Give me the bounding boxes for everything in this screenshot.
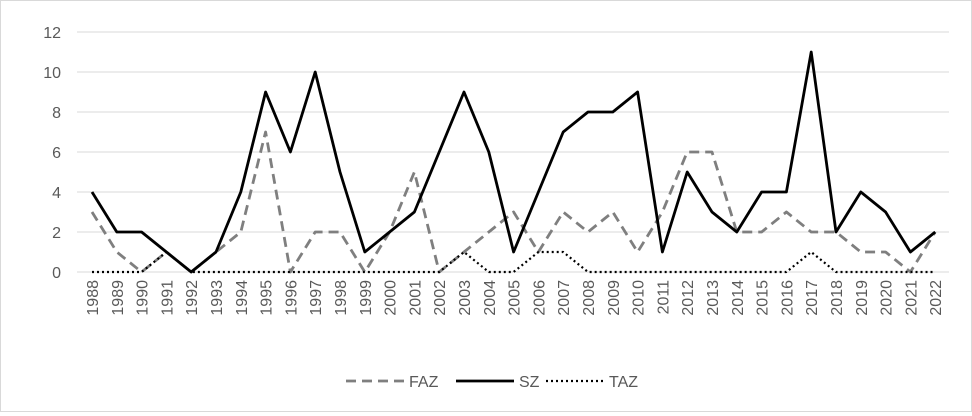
x-axis: 1988 1989 1990 1991 1992 1993 1994 1995 1996 1997…	[85, 280, 945, 316]
legend-label: SZ	[519, 374, 540, 391]
series-line-sz	[90, 50, 937, 274]
x-tick-label: 2013	[705, 280, 722, 316]
x-tick-label: 2007	[556, 280, 573, 316]
legend: FAZ SZ TAZ	[346, 374, 638, 391]
x-tick-label: 1991	[159, 280, 176, 316]
x-tick-label: 2021	[903, 280, 920, 316]
x-tick-label: 2016	[779, 280, 796, 316]
legend-label: TAZ	[609, 374, 638, 391]
legend-item-taz: TAZ	[546, 374, 638, 391]
series-line-faz	[90, 130, 937, 274]
x-tick-label: 2018	[829, 280, 846, 316]
x-tick-label: 2006	[531, 280, 548, 316]
y-tick-label: 12	[43, 25, 61, 42]
y-tick-label: 0	[52, 265, 61, 282]
x-tick-label: 1997	[308, 280, 325, 316]
x-tick-label: 2001	[407, 280, 424, 316]
legend-item-faz: FAZ	[346, 374, 439, 391]
legend-label: FAZ	[409, 374, 439, 391]
x-tick-label: 2010	[631, 280, 648, 316]
y-tick-label: 4	[52, 185, 61, 202]
y-tick-label: 8	[52, 105, 61, 122]
series-line-taz	[92, 250, 936, 274]
x-tick-label: 1992	[184, 280, 201, 316]
x-tick-label: 2020	[879, 280, 896, 316]
x-tick-label: 1999	[358, 280, 375, 316]
x-tick-label: 2022	[928, 280, 945, 316]
legend-item-sz: SZ	[456, 374, 540, 391]
x-tick-label: 2003	[457, 280, 474, 316]
series-lines	[90, 50, 937, 274]
x-tick-label: 1995	[259, 280, 276, 316]
x-tick-label: 1996	[283, 280, 300, 316]
x-tick-label: 1993	[209, 280, 226, 316]
x-tick-label: 2015	[755, 280, 772, 316]
x-tick-label: 1990	[135, 280, 152, 316]
x-tick-label: 1994	[234, 280, 251, 316]
x-tick-label: 2004	[482, 280, 499, 316]
y-axis: 0 2 4 6 8 10 12	[43, 25, 61, 282]
x-tick-label: 2019	[854, 280, 871, 316]
x-tick-label: 1988	[85, 280, 102, 316]
y-tick-label: 10	[43, 65, 61, 82]
x-tick-label: 2014	[730, 280, 747, 316]
x-tick-label: 2009	[606, 280, 623, 316]
x-tick-label: 2017	[804, 280, 821, 316]
gridlines	[77, 31, 949, 273]
x-tick-label: 1989	[110, 280, 127, 316]
y-tick-label: 6	[52, 145, 61, 162]
x-tick-label: 1998	[333, 280, 350, 316]
x-tick-label: 2000	[383, 280, 400, 316]
x-tick-label: 2005	[507, 280, 524, 316]
x-tick-label: 2008	[581, 280, 598, 316]
x-tick-label: 2002	[432, 280, 449, 316]
x-tick-label: 2012	[680, 280, 697, 316]
x-tick-label: 2011	[655, 280, 672, 315]
y-tick-label: 2	[52, 225, 61, 242]
